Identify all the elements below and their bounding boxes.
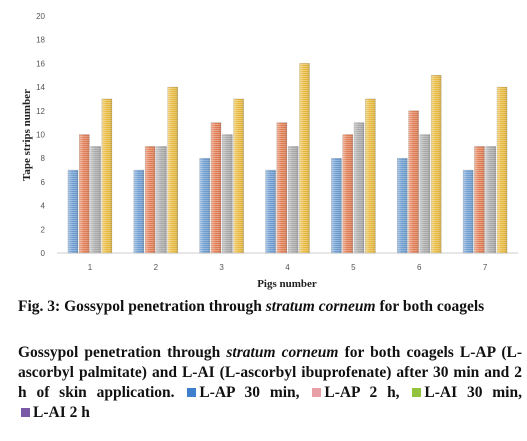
y-tick-label: 6 xyxy=(41,178,46,187)
x-tick-label: 2 xyxy=(154,263,159,272)
x-axis-ticks: 1 2 3 4 5 6 7 xyxy=(88,263,488,272)
bar-shading xyxy=(463,170,474,253)
bar-shading xyxy=(156,146,167,253)
x-tick-label: 6 xyxy=(417,263,422,272)
bar-shading xyxy=(431,75,442,253)
bar-shading xyxy=(276,122,287,254)
description-italic: stratum corneum xyxy=(226,344,339,361)
bar-shading xyxy=(210,122,221,254)
figure-title-text-end: for both coagels xyxy=(375,298,485,315)
bar-shading xyxy=(419,134,430,253)
bar-shading xyxy=(222,134,233,253)
bar-shading xyxy=(408,110,419,253)
x-tick-label: 3 xyxy=(219,263,224,272)
figure-title: Fig. 3: Gossypol penetration through str… xyxy=(18,297,522,317)
legend-entry: L-AI 2 h xyxy=(18,404,90,421)
y-tick-label: 2 xyxy=(41,225,46,234)
y-tick-label: 16 xyxy=(36,59,45,68)
legend-entry: L-AP 2 h, xyxy=(309,384,400,401)
bar-shading xyxy=(133,170,144,253)
bar-shading xyxy=(365,98,376,253)
bar-shading xyxy=(288,146,299,253)
figure-title-italic: stratum corneum xyxy=(265,298,376,315)
y-tick-label: 8 xyxy=(41,154,46,163)
figure-label: Fig. 3: xyxy=(18,298,61,315)
y-tick-label: 18 xyxy=(36,36,45,45)
y-tick-label: 20 xyxy=(36,12,45,21)
legend-entry: L-AI 30 min, xyxy=(409,384,522,401)
bar-shading xyxy=(342,134,353,253)
bar-shading xyxy=(397,158,408,253)
x-tick-label: 5 xyxy=(351,263,356,272)
figure-title-text-start: Gossypol penetration through xyxy=(60,298,266,315)
x-tick-label: 7 xyxy=(483,263,488,272)
y-tick-label: 14 xyxy=(36,83,45,92)
bar-shading xyxy=(90,146,101,253)
figure-description: Gossypol penetration through stratum cor… xyxy=(18,343,522,423)
description-text-start: Gossypol penetration through xyxy=(18,344,227,361)
bar-shading xyxy=(265,170,276,253)
bar-shading xyxy=(79,134,90,253)
bar-shading xyxy=(331,158,342,253)
legend-label: L-AI 30 min, xyxy=(424,384,522,401)
bars xyxy=(67,63,508,254)
legend-label: L-AP 2 h, xyxy=(324,384,400,401)
y-tick-label: 12 xyxy=(36,107,45,116)
y-axis-title: Tape strips number xyxy=(21,89,33,181)
legend-swatch xyxy=(412,388,422,398)
bar-shading xyxy=(497,87,508,253)
bar-shading xyxy=(199,158,210,253)
y-tick-label: 4 xyxy=(41,202,46,211)
legend-swatch xyxy=(187,388,197,398)
legend: L-AP 30 min, L-AP 2 h, L-AI 30 min, L-AI… xyxy=(18,384,522,421)
bar-shading xyxy=(145,146,156,253)
bar-shading xyxy=(167,87,178,253)
bar-shading xyxy=(354,122,365,254)
bar-shading xyxy=(233,98,244,253)
y-tick-label: 10 xyxy=(36,131,45,140)
x-axis-title: Pigs number xyxy=(257,278,317,290)
bar-shading xyxy=(101,98,112,253)
x-tick-label: 4 xyxy=(285,263,290,272)
legend-label: L-AP 30 min, xyxy=(199,384,300,401)
y-axis-ticks: 0 2 4 6 8 10 12 14 16 18 20 xyxy=(36,12,45,258)
legend-swatch xyxy=(21,408,30,418)
legend-swatch xyxy=(312,388,322,398)
bar-shading xyxy=(67,170,78,253)
bar-shading xyxy=(299,63,310,254)
y-tick-label: 0 xyxy=(41,249,46,258)
x-tick-label: 1 xyxy=(88,263,93,272)
description-text-end: for both coagels L-AP (L-ascorbyl palmit… xyxy=(18,344,522,401)
legend-label: L-AI 2 h xyxy=(33,404,90,421)
bar-shading xyxy=(474,146,485,253)
bar-shading xyxy=(485,146,496,253)
legend-entry: L-AP 30 min, xyxy=(184,384,300,401)
